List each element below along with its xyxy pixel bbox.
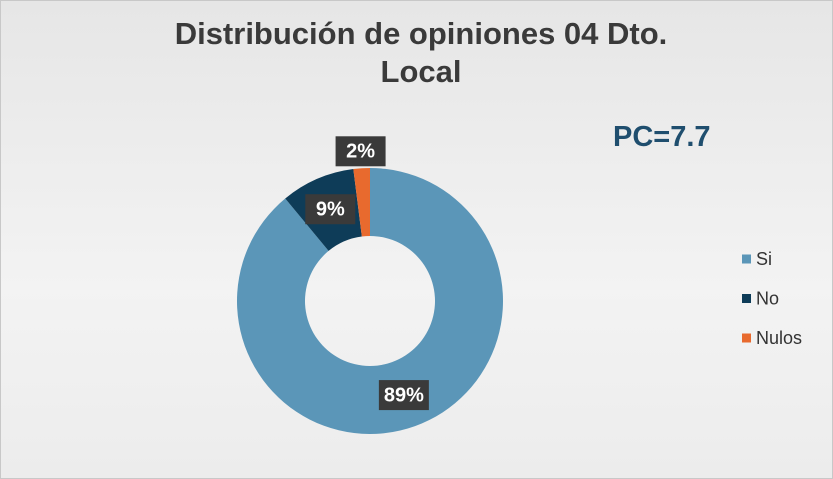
data-label-text: 89% [384, 384, 424, 406]
donut-slice [353, 168, 370, 237]
data-label-box [305, 194, 356, 225]
data-label-box [378, 380, 429, 411]
data-label-text: 2% [346, 141, 375, 163]
data-label: 9% [305, 194, 356, 225]
legend-label: No [756, 288, 779, 308]
data-label-box [335, 136, 386, 167]
legend-swatch [742, 254, 751, 264]
legend-label: Nulos [756, 328, 802, 348]
donut-slice [237, 168, 504, 434]
data-label: 2% [335, 136, 386, 167]
annotation: PC=7.7 [613, 121, 711, 153]
legend-swatch [742, 294, 751, 303]
data-label-text: 9% [316, 199, 345, 221]
legend-swatch [742, 333, 751, 343]
data-label: 89% [378, 380, 429, 411]
chart-title: Distribución de opiniones 04 Dto. Local [174, 16, 668, 89]
legend-label: Si [756, 249, 772, 269]
